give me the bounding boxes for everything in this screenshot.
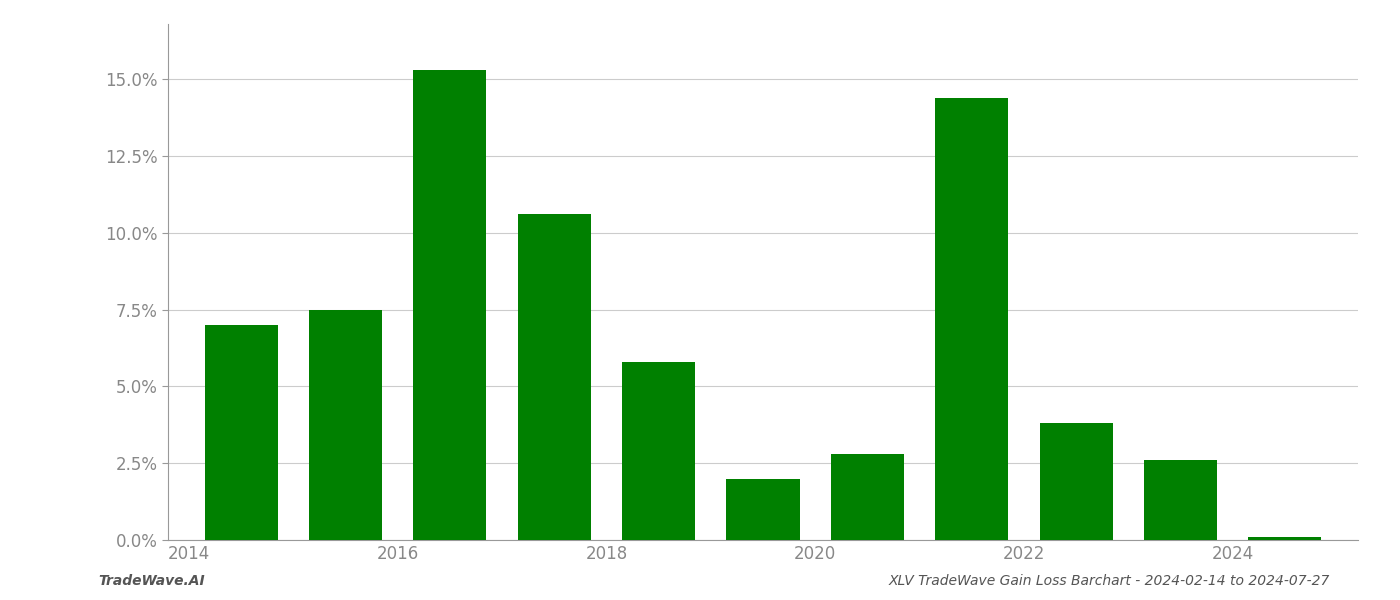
Bar <box>622 362 696 540</box>
Bar <box>1249 537 1322 540</box>
Text: TradeWave.AI: TradeWave.AI <box>98 574 204 588</box>
Bar <box>830 454 904 540</box>
Bar <box>935 98 1008 540</box>
Text: XLV TradeWave Gain Loss Barchart - 2024-02-14 to 2024-07-27: XLV TradeWave Gain Loss Barchart - 2024-… <box>889 574 1330 588</box>
Bar <box>727 479 799 540</box>
Bar <box>518 214 591 540</box>
Bar <box>413 70 486 540</box>
Bar <box>1144 460 1217 540</box>
Bar <box>309 310 382 540</box>
Bar <box>1040 423 1113 540</box>
Bar <box>204 325 277 540</box>
